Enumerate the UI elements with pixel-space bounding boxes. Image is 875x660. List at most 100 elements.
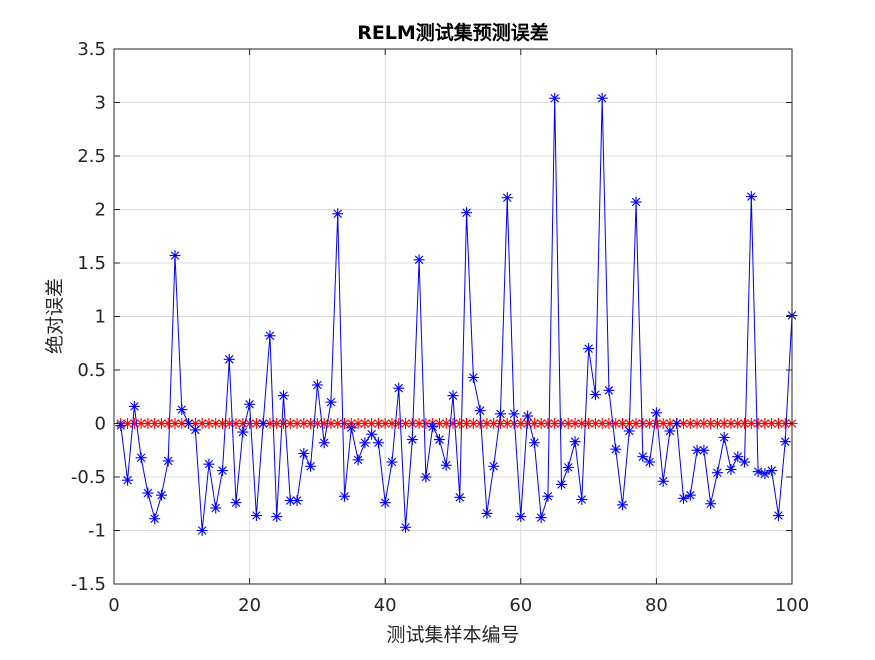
data-point-1 bbox=[725, 418, 737, 429]
x-tick-label: 20 bbox=[238, 595, 261, 616]
data-point-0 bbox=[189, 424, 201, 436]
data-point-1 bbox=[386, 418, 398, 429]
data-point-0 bbox=[359, 437, 371, 449]
data-point-0 bbox=[325, 396, 337, 408]
y-tick-label: 0.5 bbox=[77, 360, 106, 381]
x-tick-label: 100 bbox=[775, 595, 809, 616]
data-point-0 bbox=[481, 507, 493, 519]
data-point-0 bbox=[210, 502, 222, 514]
data-point-0 bbox=[461, 207, 473, 219]
data-point-0 bbox=[115, 420, 127, 432]
x-tick-label: 60 bbox=[509, 595, 532, 616]
ticks: 0 20 40 60 80 100 -1.5 -1 -0.5 0 0.5 1 1.5 2 2.5 3 3.5 bbox=[71, 39, 809, 616]
data-point-0 bbox=[372, 437, 384, 449]
data-point-1 bbox=[291, 418, 303, 429]
data-point-0 bbox=[623, 425, 635, 437]
data-point-0 bbox=[440, 459, 452, 471]
data-point-1 bbox=[284, 418, 296, 429]
data-point-0 bbox=[698, 444, 710, 456]
data-point-0 bbox=[176, 404, 188, 416]
data-point-1 bbox=[766, 418, 778, 429]
data-point-0 bbox=[413, 254, 425, 266]
y-tick-label: 2.5 bbox=[77, 146, 106, 167]
data-point-1 bbox=[542, 418, 554, 429]
data-point-0 bbox=[400, 521, 412, 533]
data-point-0 bbox=[257, 418, 269, 429]
data-point-0 bbox=[522, 410, 534, 422]
data-point-0 bbox=[379, 497, 391, 509]
data-point-0 bbox=[128, 400, 140, 412]
data-point-1 bbox=[352, 418, 364, 429]
data-point-0 bbox=[467, 371, 479, 383]
data-point-0 bbox=[433, 434, 445, 446]
data-point-0 bbox=[298, 447, 310, 459]
data-point-0 bbox=[447, 390, 459, 402]
y-tick-label: -0.5 bbox=[71, 467, 106, 488]
data-point-1 bbox=[305, 418, 317, 429]
data-point-0 bbox=[501, 192, 513, 204]
data-point-1 bbox=[657, 418, 669, 429]
y-tick-label: 2 bbox=[95, 200, 106, 221]
data-point-0 bbox=[664, 425, 676, 437]
data-point-0 bbox=[339, 490, 351, 502]
data-point-0 bbox=[657, 475, 669, 487]
data-point-0 bbox=[739, 456, 751, 468]
data-point-0 bbox=[569, 436, 581, 448]
data-point-0 bbox=[535, 512, 547, 524]
data-point-0 bbox=[542, 490, 554, 502]
data-point-0 bbox=[562, 461, 574, 473]
data-point-0 bbox=[474, 405, 486, 417]
y-tick-label: 3 bbox=[95, 93, 106, 114]
data-point-0 bbox=[366, 428, 378, 440]
data-point-0 bbox=[149, 513, 161, 525]
x-tick-label: 0 bbox=[108, 595, 119, 616]
data-point-0 bbox=[196, 525, 208, 536]
data-point-0 bbox=[264, 330, 276, 342]
data-point-0 bbox=[650, 407, 662, 419]
y-tick-label: 0 bbox=[95, 414, 106, 435]
data-point-0 bbox=[555, 478, 567, 490]
data-point-0 bbox=[630, 196, 642, 208]
y-tick-label: -1.5 bbox=[71, 574, 106, 595]
data-point-0 bbox=[420, 471, 432, 483]
data-point-0 bbox=[528, 437, 540, 449]
data-point-0 bbox=[610, 443, 622, 455]
data-point-0 bbox=[393, 382, 405, 394]
data-point-0 bbox=[278, 390, 289, 402]
data-point-0 bbox=[142, 487, 154, 499]
data-point-0 bbox=[488, 460, 500, 472]
data-point-0 bbox=[596, 92, 608, 104]
data-point-0 bbox=[406, 434, 418, 446]
x-tick-label: 40 bbox=[374, 595, 397, 616]
data-point-0 bbox=[237, 426, 249, 438]
data-point-0 bbox=[169, 250, 181, 262]
data-point-0 bbox=[318, 437, 330, 449]
data-point-1 bbox=[644, 418, 656, 429]
data-point-0 bbox=[216, 465, 228, 477]
data-point-0 bbox=[122, 474, 134, 486]
data-point-0 bbox=[352, 454, 364, 466]
data-point-0 bbox=[705, 498, 717, 510]
data-point-1 bbox=[488, 418, 500, 429]
data-point-0 bbox=[223, 353, 235, 365]
data-point-0 bbox=[155, 489, 167, 501]
data-point-1 bbox=[400, 418, 412, 429]
data-point-0 bbox=[779, 436, 791, 448]
data-point-1 bbox=[718, 418, 730, 429]
y-tick-label: 3.5 bbox=[77, 39, 106, 60]
data-point-0 bbox=[332, 208, 344, 220]
data-point-0 bbox=[637, 451, 649, 463]
data-point-0 bbox=[162, 455, 174, 467]
data-point-0 bbox=[494, 408, 506, 420]
data-point-0 bbox=[732, 451, 744, 463]
x-axis-label: 测试集样本编号 bbox=[386, 624, 519, 646]
data-point-0 bbox=[752, 466, 764, 478]
data-point-0 bbox=[711, 467, 723, 479]
data-point-0 bbox=[684, 489, 696, 501]
data-point-0 bbox=[718, 431, 730, 443]
data-point-0 bbox=[345, 422, 357, 434]
data-point-0 bbox=[678, 492, 690, 504]
data-point-0 bbox=[230, 497, 242, 509]
data-point-1 bbox=[413, 418, 425, 429]
